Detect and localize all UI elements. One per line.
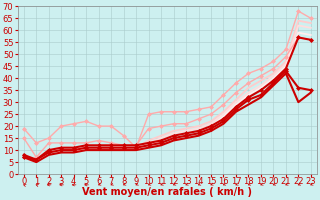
X-axis label: Vent moyen/en rafales ( km/h ): Vent moyen/en rafales ( km/h ) [82, 187, 252, 197]
